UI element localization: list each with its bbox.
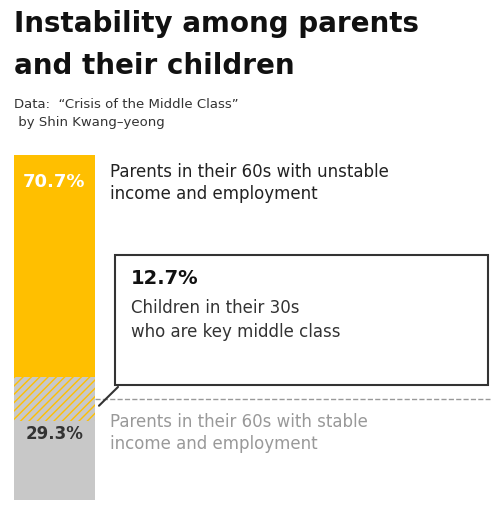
Text: Data:  “Crisis of the Middle Class”: Data: “Crisis of the Middle Class” [14,98,238,111]
Text: and their children: and their children [14,52,294,80]
Bar [14,399,95,500]
Bar [115,255,488,385]
Text: Children in their 30s: Children in their 30s [131,299,300,317]
Text: who are key middle class: who are key middle class [131,323,340,341]
Text: 29.3%: 29.3% [26,425,84,443]
Text: by Shin Kwang–yeong: by Shin Kwang–yeong [14,116,165,129]
Text: Instability among parents: Instability among parents [14,10,419,38]
Text: 70.7%: 70.7% [23,173,86,191]
Text: income and employment: income and employment [110,435,318,453]
Bar [14,377,95,421]
Bar [14,155,95,399]
Text: Parents in their 60s with stable: Parents in their 60s with stable [110,413,368,431]
Text: 12.7%: 12.7% [131,269,198,288]
Text: income and employment: income and employment [110,185,318,203]
Text: Parents in their 60s with unstable: Parents in their 60s with unstable [110,163,389,181]
